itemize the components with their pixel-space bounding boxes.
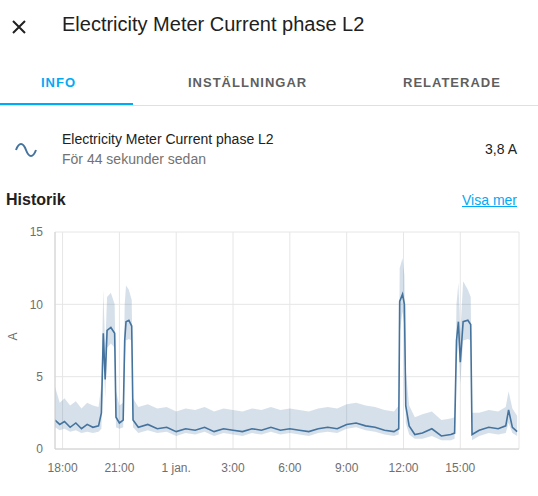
html-text:INFO: INFO — [41, 75, 77, 90]
svg-text:6:00: 6:00 — [278, 461, 302, 475]
svg-text:9:00: 9:00 — [335, 461, 359, 475]
svg-text:3:00: 3:00 — [221, 461, 245, 475]
svg-text:A: A — [8, 332, 20, 340]
svg-text:12:00: 12:00 — [388, 461, 418, 475]
html-text:Electricity Meter Current phas: Electricity Meter Current phase L2 — [62, 13, 365, 35]
html-text:Historik: Historik — [6, 191, 66, 208]
html-text:RELATERADE: RELATERADE — [403, 75, 501, 90]
html-text:För 44 sekunder sedan: För 44 sekunder sedan — [62, 151, 206, 167]
svg-text:5: 5 — [36, 370, 43, 384]
html-text:INSTÄLLNINGAR: INSTÄLLNINGAR — [188, 75, 308, 90]
svg-text:0: 0 — [36, 442, 43, 456]
html-text:Visa mer: Visa mer — [462, 192, 517, 208]
svg-text:10: 10 — [30, 298, 44, 312]
html-text:Electricity Meter Current phas: Electricity Meter Current phase L2 — [62, 131, 274, 147]
svg-text:1 jan.: 1 jan. — [162, 461, 191, 475]
svg-text:21:00: 21:00 — [104, 461, 134, 475]
svg-text:15: 15 — [30, 225, 44, 239]
svg-text:15:00: 15:00 — [445, 461, 475, 475]
html-text:3,8 A: 3,8 A — [485, 141, 517, 157]
svg-text:18:00: 18:00 — [48, 461, 78, 475]
